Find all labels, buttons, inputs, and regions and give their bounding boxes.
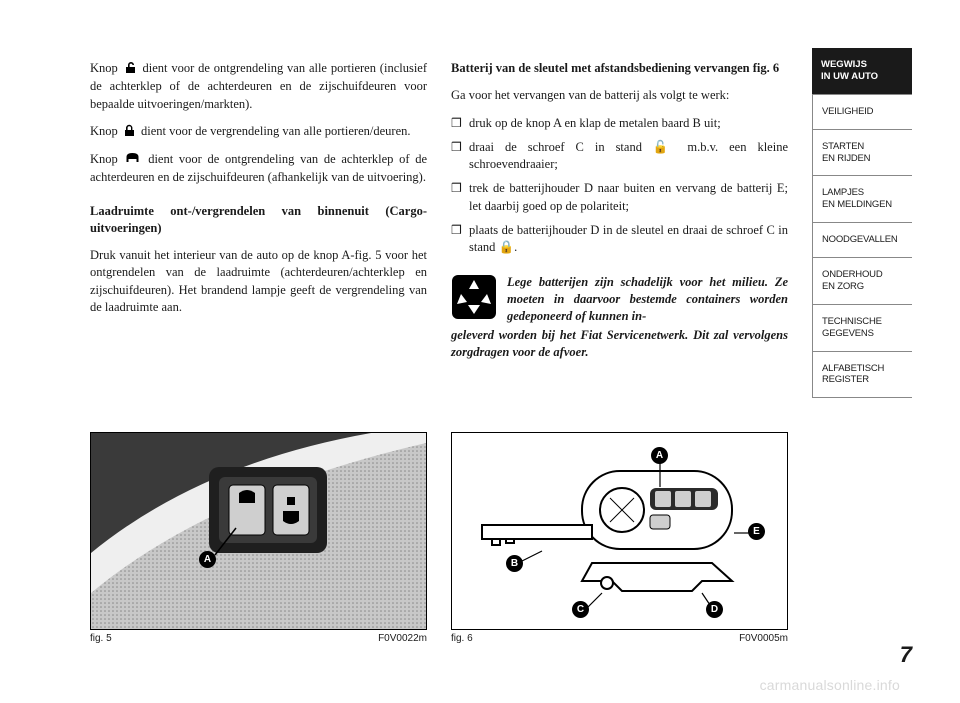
figure-6: A B C D E fig. 6 F0V0005m	[451, 432, 788, 644]
tailgate-icon	[125, 151, 140, 169]
figure-5-image: A	[90, 432, 427, 630]
lock-icon	[123, 123, 136, 141]
section-tabs: WEGWIJS IN UW AUTO VEILIGHEID STARTEN EN…	[812, 48, 912, 398]
figure-5-caption: fig. 5 F0V0022m	[90, 633, 427, 644]
watermark: carmanualsonline.info	[760, 677, 900, 693]
fig-code: F0V0022m	[378, 633, 427, 644]
para-text: Knop	[90, 152, 123, 166]
tab-label: TECHNISCHE GEGEVENS	[822, 316, 882, 339]
tab-lampjes[interactable]: LAMPJES EN MELDINGEN	[812, 176, 912, 223]
tab-register[interactable]: ALFABETISCH REGISTER	[812, 352, 912, 399]
tab-label: WEGWIJS IN UW AUTO	[821, 59, 878, 82]
bullet-text: draai de schroef C in stand 🔓 m.b.v. een…	[469, 139, 788, 174]
bullet-marker: ❒	[451, 139, 469, 174]
bullet-item: ❒ trek de batterijhouder D naar buiten e…	[451, 180, 788, 215]
para-tailgate: Knop dient voor de ontgrendeling van de …	[90, 151, 427, 187]
para-lock: Knop dient voor de vergrendeling van all…	[90, 123, 427, 141]
tab-starten[interactable]: STARTEN EN RIJDEN	[812, 130, 912, 177]
figure-6-image: A B C D E	[451, 432, 788, 630]
tab-label: VEILIGHEID	[822, 106, 873, 117]
unlock-icon	[124, 60, 137, 78]
recycle-icon	[451, 274, 497, 320]
tab-technische[interactable]: TECHNISCHE GEGEVENS	[812, 305, 912, 352]
tab-label: LAMPJES EN MELDINGEN	[822, 187, 892, 210]
para-unlock: Knop dient voor de ontgrendeling van all…	[90, 60, 427, 113]
warning-block: Lege batterijen zijn schadelijk voor het…	[451, 274, 788, 325]
fig-label: fig. 6	[451, 633, 473, 644]
heading-cargo: Laadruimte ont-/vergrendelen van binnenu…	[90, 203, 427, 238]
warning-text: Lege batterijen zijn schadelijk voor het…	[507, 274, 788, 325]
para-text: dient voor de ontgrendeling van de achte…	[90, 152, 427, 184]
callout-d: D	[706, 601, 723, 618]
para-text: dient voor de ontgrendeling van alle por…	[90, 61, 427, 111]
tab-noodgevallen[interactable]: NOODGEVALLEN	[812, 223, 912, 258]
bullet-marker: ❒	[451, 180, 469, 215]
figures-row: A fig. 5 F0V0022m	[90, 432, 788, 644]
tab-wegwijs[interactable]: WEGWIJS IN UW AUTO	[812, 48, 912, 95]
figure-5: A fig. 5 F0V0022m	[90, 432, 427, 644]
bullet-item: ❒ druk op de knop A en klap de metalen b…	[451, 115, 788, 132]
tab-onderhoud[interactable]: ONDERHOUD EN ZORG	[812, 258, 912, 305]
tab-veiligheid[interactable]: VEILIGHEID	[812, 95, 912, 130]
fig-label: fig. 5	[90, 633, 112, 644]
warning-text-cont: geleverd worden bij het Fiat Servicenetw…	[451, 327, 788, 361]
bullet-item: ❒ draai de schroef C in stand 🔓 m.b.v. e…	[451, 139, 788, 174]
callout-b: B	[506, 555, 523, 572]
para-text: Knop	[90, 61, 122, 75]
tab-label: ALFABETISCH REGISTER	[822, 363, 884, 386]
heading-battery: Batterij van de sleutel met afstandsbedi…	[451, 60, 788, 77]
bullet-text: plaats de batterijhouder D in de sleutel…	[469, 222, 788, 257]
para-text: dient voor de vergrendeling van alle por…	[141, 124, 410, 138]
para-intro: Ga voor het vervangen van de batterij al…	[451, 87, 788, 104]
callout-a: A	[651, 447, 668, 464]
para-cargo: Druk vanuit het interieur van de auto op…	[90, 247, 427, 316]
callout-c: C	[572, 601, 589, 618]
bullet-item: ❒ plaats de batterijhouder D in de sleut…	[451, 222, 788, 257]
callout-a: A	[199, 551, 216, 568]
bullet-text: trek de batterijhouder D naar buiten en …	[469, 180, 788, 215]
right-column: Batterij van de sleutel met afstandsbedi…	[451, 60, 788, 361]
bullet-text: druk op de knop A en klap de metalen baa…	[469, 115, 788, 132]
fig-code: F0V0005m	[739, 633, 788, 644]
left-column: Knop dient voor de ontgrendeling van all…	[90, 60, 427, 361]
callout-e: E	[748, 523, 765, 540]
page-number: 7	[900, 642, 912, 668]
para-text: Knop	[90, 124, 121, 138]
body-columns: Knop dient voor de ontgrendeling van all…	[90, 60, 788, 361]
bullet-marker: ❒	[451, 115, 469, 132]
tab-label: NOODGEVALLEN	[822, 234, 898, 245]
figure-6-caption: fig. 6 F0V0005m	[451, 633, 788, 644]
tab-label: ONDERHOUD EN ZORG	[822, 269, 882, 292]
tab-label: STARTEN EN RIJDEN	[822, 141, 870, 164]
bullet-marker: ❒	[451, 222, 469, 257]
